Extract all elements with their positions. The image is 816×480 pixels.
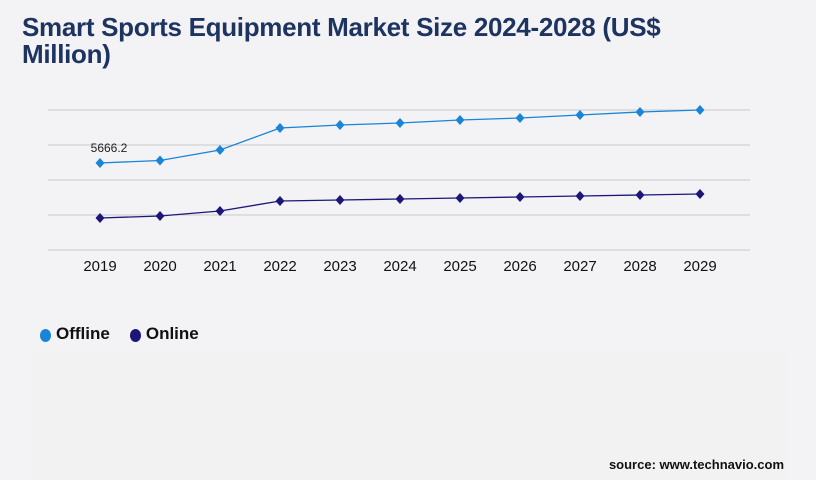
legend-marker-online (129, 329, 141, 342)
x-tick-label: 2019 (83, 258, 116, 275)
x-tick-label: 2027 (563, 258, 596, 275)
x-tick-label: 2026 (503, 258, 536, 275)
data-point (515, 112, 525, 123)
chart-title: Smart Sports Equipment Market Size 2024-… (22, 12, 661, 69)
x-tick-label: 2029 (683, 258, 716, 275)
data-point (95, 157, 105, 168)
x-tick-label: 2025 (443, 258, 476, 275)
data-label: 5666.2 (91, 141, 128, 155)
x-tick-label: 2020 (143, 258, 176, 275)
data-point (395, 193, 405, 204)
data-point (455, 114, 465, 125)
legend-marker-offline (40, 329, 51, 342)
legend-item-offline: Offline (40, 324, 110, 344)
data-point (635, 190, 645, 201)
data-point (275, 196, 285, 207)
x-tick-label: 2028 (623, 258, 656, 275)
data-point (575, 190, 585, 201)
x-tick-label: 2024 (383, 258, 416, 275)
data-point (635, 106, 645, 117)
data-point (575, 110, 585, 121)
data-point (695, 189, 705, 200)
data-point (335, 194, 345, 205)
data-point (395, 118, 405, 129)
data-point (695, 105, 705, 115)
data-point (155, 155, 165, 166)
data-point (275, 122, 285, 133)
series-line-offline (99, 109, 701, 164)
legend-label: Offline (56, 324, 110, 343)
legend: Offline Online (40, 324, 199, 344)
data-point (215, 206, 225, 217)
data-point (215, 144, 225, 155)
data-point (335, 120, 345, 131)
data-point (455, 192, 465, 203)
footer-panel (32, 350, 788, 480)
data-point (515, 191, 525, 202)
data-point (155, 211, 165, 222)
legend-label: Online (145, 324, 199, 343)
line-chart: 2019 2020 2021 2022 2023 2024 2025 2026 2027 2028… (48, 105, 750, 275)
x-tick-label: 2022 (263, 258, 296, 275)
legend-item-online: Online (129, 324, 199, 344)
x-tick-label: 2023 (323, 258, 356, 275)
x-tick-label: 2021 (203, 258, 236, 275)
source-note: source: www.technavio.com (608, 457, 784, 472)
data-point (95, 213, 105, 224)
